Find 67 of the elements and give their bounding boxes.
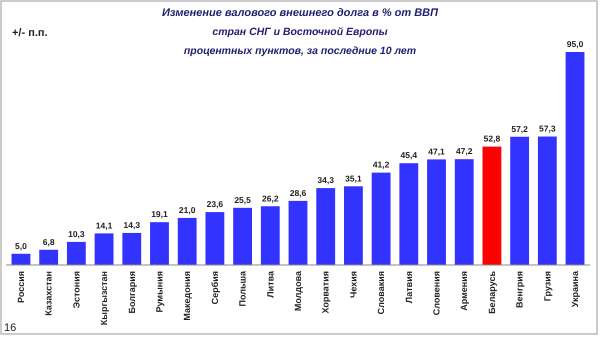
y-axis-title: +/- п.п. [12,27,48,39]
bar [538,136,557,265]
bar [288,200,308,265]
x-tick-label: Словения [432,271,442,316]
bar [344,186,363,265]
chart-title: Изменение валового внешнего долга в % от ВВП [162,7,440,19]
data-label: 35,1 [345,173,362,184]
data-label: 52,8 [484,134,500,144]
data-label: 57,3 [539,124,556,134]
bar [399,163,418,265]
bar [178,218,197,265]
bar [122,232,142,265]
x-tick-label: Украина [570,270,580,308]
data-label: 45,4 [400,150,418,160]
x-tick-label: Латвия [404,271,414,304]
data-label: 47,1 [428,146,446,156]
bar [427,159,446,265]
bar [372,172,391,265]
bar [566,52,584,265]
x-tick-label: Эстония [71,271,82,308]
data-label: 19,1 [151,209,168,220]
bar [12,254,30,265]
x-tick-label: Венгрия [514,271,525,308]
data-label: 5,0 [15,240,28,251]
data-label: 26,2 [262,193,279,204]
data-label: 21,0 [178,204,196,215]
data-label: 14,1 [96,220,113,230]
text: 16 [4,322,16,334]
x-tick-label: Россия [16,271,26,303]
x-tick-label: Македония [182,271,192,321]
bar [66,242,86,265]
bar [316,188,336,265]
data-label: 47,2 [456,146,473,156]
x-tick-label: Хорватия [320,271,331,314]
data-label: 23,6 [206,199,224,210]
x-tick-label: Чехия [348,271,358,298]
data-label: 41,2 [372,160,390,170]
bar [482,146,502,265]
data-label: 10,3 [68,228,85,239]
bar [510,136,530,265]
data-label: 25,5 [234,194,252,205]
bar [260,206,280,265]
bar [94,233,114,265]
bar [39,250,58,265]
data-label: 57,2 [511,124,528,134]
x-tick-label: Армения [459,271,470,311]
x-tick-label: Польша [238,270,248,306]
bar [205,212,224,265]
data-label: 34,3 [317,175,334,186]
data-label: 6,8 [42,236,55,247]
x-tick-label: Сербия [210,271,220,304]
x-tick-label: Кыргызстан [99,271,110,326]
bar [150,222,169,265]
data-label: 28,6 [290,188,307,198]
x-tick-label: Беларусь [486,270,497,314]
chart-subtitle: стран СНГ и Восточной Европы процентных пунктов, за последние 10 лет [184,26,416,57]
bar [233,208,252,265]
x-tick-label: Литва [265,270,276,298]
x-tick-label: Болгария [126,271,137,314]
x-tick-label: Словакия [376,271,386,314]
x-tick-label: Румыния [154,271,164,312]
bar [454,159,474,265]
x-tick-label: Казахстан [44,271,54,316]
data-label: 14,3 [124,220,140,230]
x-tick-label: Грузия [542,271,552,302]
data-label: 95,0 [566,39,584,49]
x-tick-label: Молдова [293,270,303,312]
